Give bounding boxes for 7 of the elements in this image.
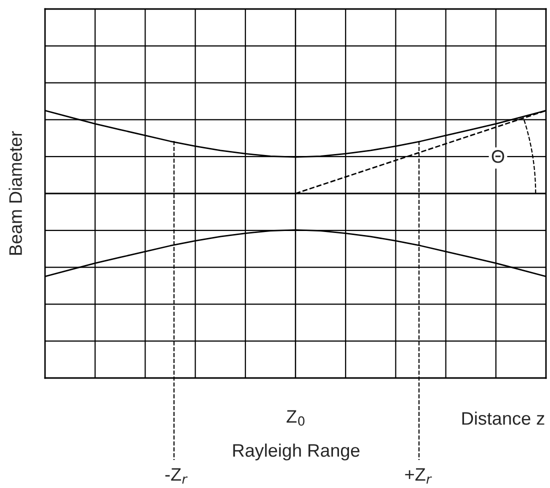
text: Distance z [462, 412, 544, 425]
annotation: Θ [492, 150, 504, 163]
text: Z$_{0}$ [286, 410, 304, 426]
text: Rayleigh Range [233, 444, 360, 460]
y-axis-title: Beam Diameter [8, 131, 22, 255]
text: +Z$_{r}$ [405, 468, 432, 484]
text: -Z$_{r}$ [165, 468, 188, 484]
